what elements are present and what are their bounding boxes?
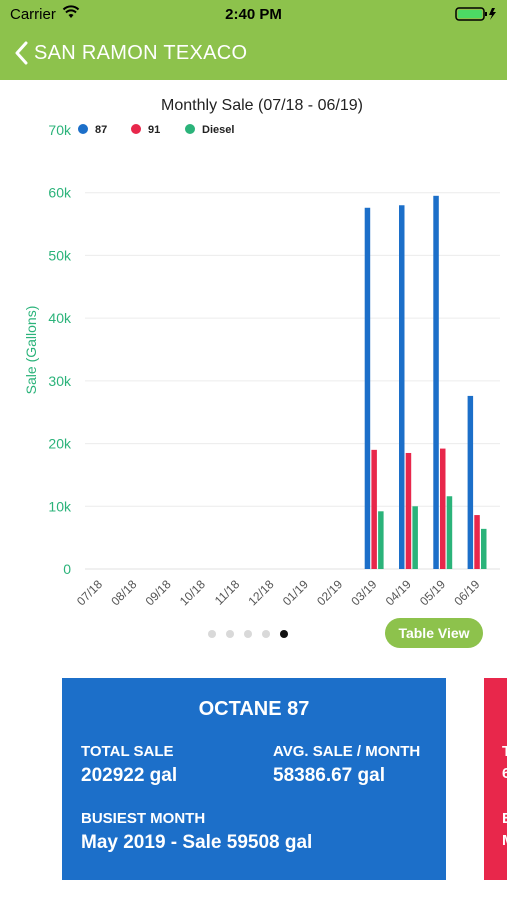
avg-sale-label: AVG. SALE / MONTH	[273, 743, 421, 760]
octane-91-card-peek[interactable]: T 6 B M	[484, 678, 507, 880]
avg-sale-value: 58386.67 gal	[273, 765, 385, 786]
battery-icon	[455, 6, 499, 26]
card2-line4: M	[502, 832, 507, 849]
legend-marker	[131, 124, 141, 134]
back-button[interactable]: SAN RAMON TEXACO	[14, 38, 254, 68]
busiest-month-label: BUSIEST MONTH	[81, 810, 206, 827]
bar-87-06-19	[467, 395, 474, 569]
y-tick-label: 60k	[48, 185, 72, 201]
total-sale-value: 202922 gal	[81, 765, 178, 786]
octane-87-card[interactable]: OCTANE 87 TOTAL SALE 202922 gal AVG. SAL…	[62, 678, 446, 880]
page-dot[interactable]	[226, 630, 234, 638]
y-tick-label: 20k	[48, 436, 72, 452]
x-tick-label: 03/19	[348, 577, 379, 608]
wifi-icon	[62, 4, 80, 24]
page-dot[interactable]	[262, 630, 270, 638]
bar-91-06-19	[474, 515, 480, 569]
legend-marker	[78, 124, 88, 134]
y-tick-label: 50k	[48, 247, 72, 263]
card2-line1: T	[502, 743, 507, 760]
status-bar: Carrier 2:40 PM	[0, 0, 507, 28]
bar-87-05-19	[433, 195, 439, 569]
page-dot[interactable]	[244, 630, 252, 638]
x-tick-label: 11/18	[212, 577, 243, 608]
navigation-bar: SAN RAMON TEXACO	[0, 28, 507, 80]
x-tick-label: 05/19	[417, 577, 448, 608]
legend-label: 87	[95, 124, 107, 136]
bar-diesel-06-19	[481, 528, 487, 569]
bar-87-03-19	[364, 207, 371, 569]
bar-diesel-05-19	[446, 496, 453, 569]
bar-diesel-03-19	[378, 511, 384, 569]
chart-title: Monthly Sale (07/18 - 06/19)	[161, 97, 363, 114]
card2-line2: 6	[502, 765, 507, 782]
bar-91-05-19	[440, 448, 446, 569]
page-title: SAN RAMON TEXACO	[34, 41, 248, 64]
total-sale-label: TOTAL SALE	[81, 743, 174, 760]
page-dot[interactable]	[280, 630, 288, 638]
y-tick-label: 70k	[48, 122, 72, 138]
y-axis-label: Sale (Gallons)	[23, 306, 39, 395]
page-indicator[interactable]	[208, 630, 288, 640]
table-view-button[interactable]: Table View	[385, 618, 483, 648]
x-tick-label: 01/19	[280, 577, 311, 608]
page-dot[interactable]	[208, 630, 216, 638]
x-tick-label: 12/18	[245, 577, 276, 608]
x-tick-label: 10/18	[177, 577, 208, 608]
y-tick-label: 40k	[48, 310, 72, 326]
busiest-month-value: May 2019 - Sale 59508 gal	[81, 832, 313, 853]
chart-canvas: Monthly Sale (07/18 - 06/19)87 91 Diesel01…	[23, 97, 500, 608]
y-tick-label: 30k	[48, 373, 72, 389]
card-title: OCTANE 87	[198, 698, 310, 720]
bar-87-04-19	[399, 205, 405, 569]
bar-diesel-04-19	[412, 506, 418, 569]
y-tick-label: 10k	[48, 498, 72, 514]
x-tick-label: 02/19	[314, 577, 345, 608]
card2-line3: B	[502, 810, 507, 827]
bar-91-04-19	[405, 452, 412, 569]
y-tick-label: 0	[63, 561, 71, 577]
legend-label: 91	[148, 124, 160, 136]
bar-91-03-19	[371, 449, 377, 569]
monthly-sale-chart[interactable]: Monthly Sale (07/18 - 06/19) 87 91 Diesel 0 1…	[0, 80, 507, 640]
legend-label: Diesel	[202, 124, 234, 136]
x-tick-label: 07/18	[74, 577, 105, 608]
chevron-left-icon	[15, 41, 28, 65]
x-tick-label: 09/18	[143, 577, 174, 608]
x-tick-label: 08/18	[108, 577, 139, 608]
x-tick-label: 04/19	[383, 577, 414, 608]
legend-marker	[185, 124, 195, 134]
clock: 2:40 PM	[225, 6, 282, 23]
x-tick-label: 06/19	[451, 577, 482, 608]
carrier-label: Carrier	[10, 6, 56, 23]
